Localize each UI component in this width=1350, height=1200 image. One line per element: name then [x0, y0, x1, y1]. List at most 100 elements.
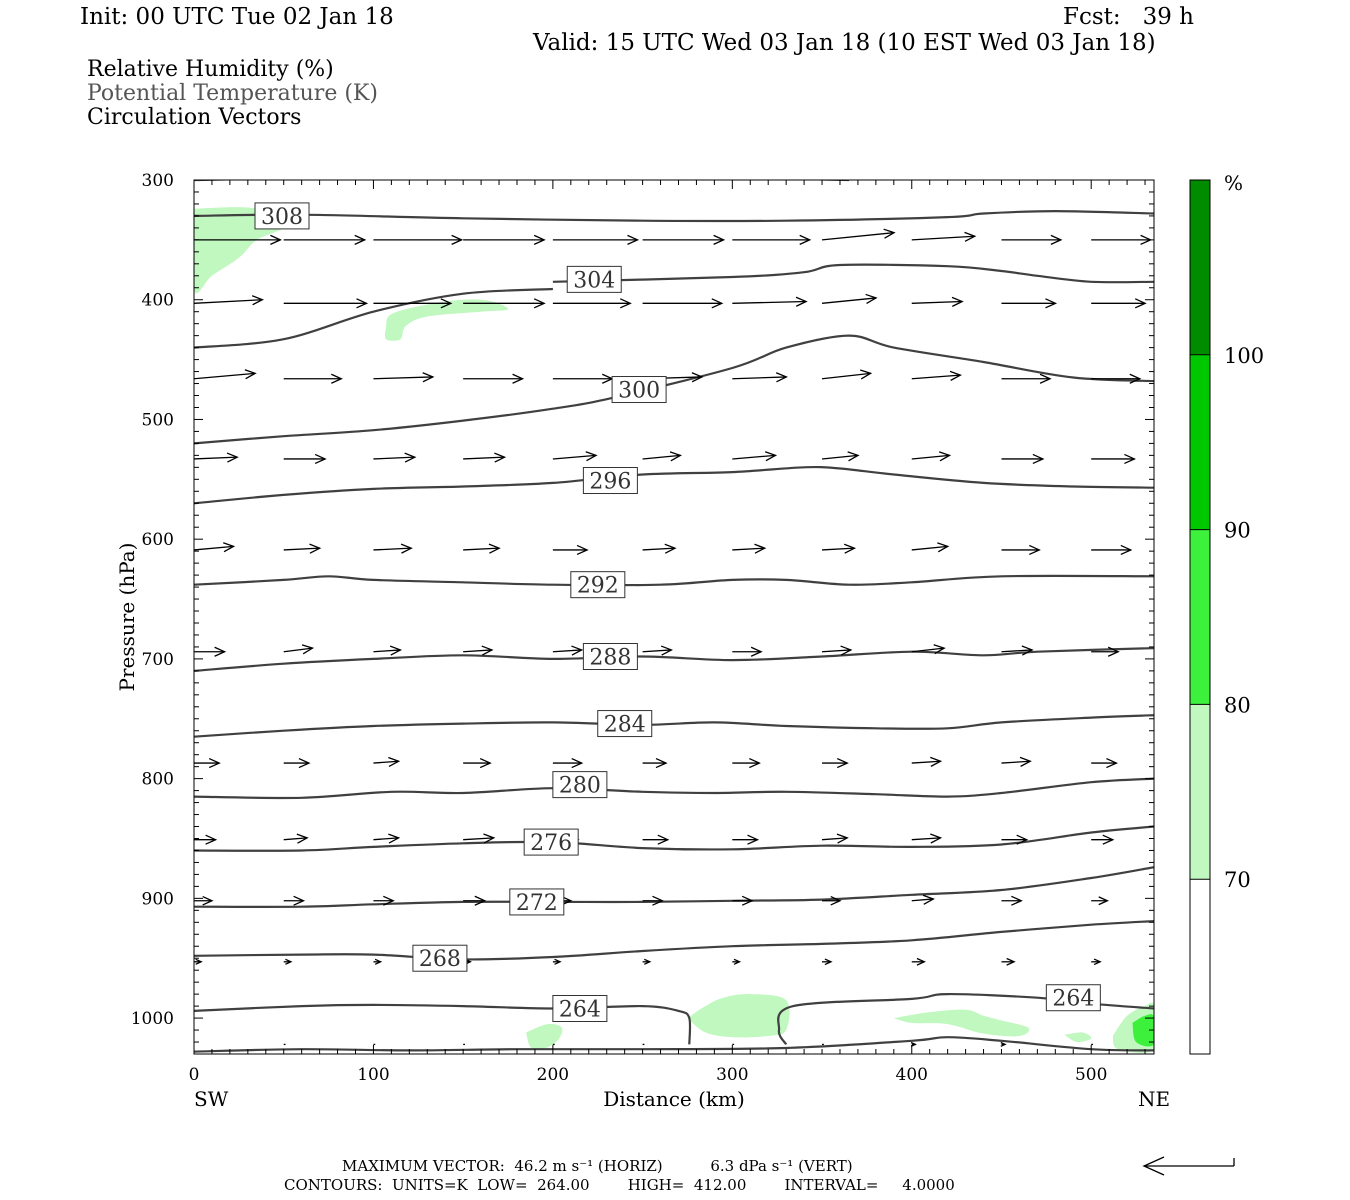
vector-9-0: [194, 958, 203, 965]
vector-7-9: [1001, 834, 1029, 845]
vector-0-10: [1091, 234, 1153, 245]
x-end-label-left: SW: [194, 1087, 229, 1111]
y-tick-label-400: 400: [142, 291, 174, 311]
vector-9-7: [822, 958, 833, 966]
x-tick-label-200: 200: [537, 1065, 569, 1085]
vector-4-10: [1091, 544, 1133, 556]
theta-contour-304-1: [552, 263, 1154, 284]
vector-1-6: [732, 296, 808, 307]
vector-6-5: [642, 757, 668, 769]
colorbar-unit: %: [1224, 171, 1243, 195]
vector-5-1: [283, 644, 315, 655]
vector-2-2: [373, 372, 435, 383]
vector-9-4: [552, 958, 562, 965]
vector-7-2: [373, 833, 401, 844]
colorbar-segment-1: [1190, 704, 1210, 880]
theta-label-264: 264: [559, 998, 601, 1023]
vector-6-3: [463, 757, 492, 769]
vector-8-7: [822, 895, 842, 906]
vector-5-8: [911, 644, 946, 655]
rh-region-70-1: [384, 299, 509, 341]
vector-6-6: [732, 757, 761, 769]
relative-humidity-shading: [194, 207, 1154, 1053]
vector-4-8: [911, 542, 950, 553]
vector-2-8: [911, 370, 962, 381]
colorbar-label-90: 90: [1224, 519, 1251, 543]
vector-0-8: [911, 231, 977, 242]
x-tick-label-500: 500: [1075, 1065, 1107, 1085]
vector-8-9: [1001, 895, 1023, 906]
theta-label-288: 288: [589, 646, 631, 671]
vector-6-9: [1001, 756, 1032, 767]
theta-label-box-12: [412, 944, 468, 972]
vector-7-1: [283, 833, 309, 844]
circulation-vectors: [194, 228, 1153, 1047]
theta-contour-300-3: [194, 287, 553, 349]
legend-relative-humidity: Relative Humidity (%): [87, 57, 334, 82]
vector-6-2: [373, 756, 401, 768]
contour-labels: 308 304 300 296 292 288 284 280 276 272 268 264 264: [254, 202, 1101, 1023]
theta-label-box-11: [509, 888, 565, 916]
colorbar-label-70: 70: [1224, 868, 1251, 892]
vector-0-9: [1001, 234, 1063, 245]
vector-5-10: [1091, 646, 1120, 657]
vector-4-9: [1001, 544, 1041, 556]
theta-contour-292-6: [194, 574, 1154, 587]
theta-label-box-14: [1045, 984, 1101, 1012]
vector-3-2: [373, 452, 417, 463]
vector-9-10: [1091, 958, 1102, 966]
theta-contour-296-5: [194, 465, 1154, 505]
vector-0-7: [821, 228, 896, 241]
vector-7-10: [1091, 834, 1115, 845]
vector-8-6: [732, 895, 754, 906]
vector-3-10: [1091, 453, 1136, 465]
vector-10-7: [910, 1041, 917, 1047]
vector-4-1: [283, 543, 322, 554]
vector-4-6: [732, 543, 767, 554]
vector-1-5: [642, 298, 724, 309]
vector-3-3: [463, 452, 507, 463]
vector-3-6: [732, 451, 778, 462]
vector-8-0: [194, 895, 214, 906]
vector-1-7: [821, 293, 878, 304]
vector-7-8: [911, 833, 943, 844]
vector-1-0: [194, 295, 264, 306]
vector-1-2: [373, 298, 453, 309]
vector-6-8: [911, 756, 943, 767]
vector-5-0: [194, 646, 227, 657]
vector-2-7: [821, 369, 873, 380]
vector-3-9: [1001, 453, 1045, 465]
vector-2-4: [552, 373, 614, 384]
vector-1-4: [552, 298, 632, 309]
rh-region-70-4: [893, 1009, 1030, 1037]
vector-5-2: [373, 645, 403, 656]
axes: 0 100 200 300 400 500 300 400 500 600 700 800 900 100…: [115, 171, 1170, 1111]
vector-5-5: [642, 645, 673, 656]
theta-contour-264-13: [194, 1003, 692, 1045]
x-tick-label-100: 100: [357, 1065, 389, 1085]
forecast-hour: Fcst: 39 h: [1063, 4, 1194, 30]
vector-8-2: [373, 895, 395, 906]
theta-label-296: 296: [589, 470, 631, 495]
vector-4-4: [552, 544, 589, 556]
theta-contour-280-9: [194, 777, 1154, 800]
theta-label-280: 280: [559, 774, 601, 799]
y-tick-label-800: 800: [142, 770, 174, 790]
vector-9-1: [283, 958, 293, 965]
vector-0-2: [373, 234, 464, 245]
vector-4-2: [373, 543, 413, 554]
theta-contour-284-8: [194, 714, 1154, 738]
theta-contour-300-4: [194, 334, 1154, 445]
vector-9-9: [1001, 957, 1016, 966]
colorbar-segment-4: [1190, 180, 1210, 355]
theta-contour-288-7: [194, 647, 1154, 672]
vector-2-6: [732, 372, 788, 383]
colorbar-segment-3: [1190, 354, 1210, 530]
vector-0-0: [194, 234, 282, 245]
vector-3-7: [821, 451, 860, 462]
x-axis-title: Distance (km): [603, 1087, 745, 1111]
theta-label-box-6: [570, 571, 626, 599]
theta-label-box-9: [552, 771, 608, 799]
theta-label-box-3: [611, 376, 667, 404]
